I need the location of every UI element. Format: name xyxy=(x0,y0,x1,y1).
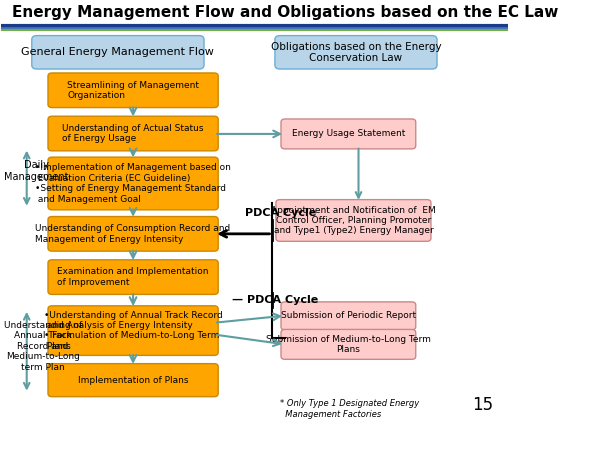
Text: Understanding of Consumption Record and
Management of Energy Intensity: Understanding of Consumption Record and … xyxy=(35,224,231,243)
Text: Obligations based on the Energy
Conservation Law: Obligations based on the Energy Conserva… xyxy=(271,41,441,63)
Text: Submission of Periodic Report: Submission of Periodic Report xyxy=(281,311,416,320)
FancyBboxPatch shape xyxy=(48,364,218,397)
Text: PDCA Cycle: PDCA Cycle xyxy=(245,207,316,218)
FancyBboxPatch shape xyxy=(281,329,416,359)
FancyBboxPatch shape xyxy=(32,36,204,69)
Text: Daily
Management: Daily Management xyxy=(4,161,68,182)
FancyBboxPatch shape xyxy=(48,157,218,210)
Text: Implementation of Plans: Implementation of Plans xyxy=(78,376,188,385)
Text: Streamlining of Management
Organization: Streamlining of Management Organization xyxy=(67,81,199,100)
FancyBboxPatch shape xyxy=(48,260,218,294)
Text: Understanding of
Annual Track
Record and
Medium-to-Long
term Plan: Understanding of Annual Track Record and… xyxy=(4,321,82,372)
FancyBboxPatch shape xyxy=(48,306,218,356)
FancyBboxPatch shape xyxy=(48,216,218,251)
FancyBboxPatch shape xyxy=(275,36,437,69)
Text: Appointment and Notification of  EM
Control Officer, Planning Promoter
and Type1: Appointment and Notification of EM Contr… xyxy=(271,206,436,235)
FancyBboxPatch shape xyxy=(281,119,416,149)
Text: Understanding of Actual Status
of Energy Usage: Understanding of Actual Status of Energy… xyxy=(62,124,204,143)
FancyBboxPatch shape xyxy=(48,116,218,151)
Text: Energy Management Flow and Obligations based on the EC Law: Energy Management Flow and Obligations b… xyxy=(11,5,558,20)
Text: •Implementation of Management based on
 Evaluation Criteria (EC Guideline)
•Sett: •Implementation of Management based on E… xyxy=(35,163,231,203)
Text: Examination and Implementation
of Improvement: Examination and Implementation of Improv… xyxy=(58,267,209,287)
Text: 15: 15 xyxy=(472,396,494,414)
Text: Submission of Medium-to-Long Term
Plans: Submission of Medium-to-Long Term Plans xyxy=(266,335,431,354)
Text: — PDCA Cycle: — PDCA Cycle xyxy=(232,295,318,305)
FancyBboxPatch shape xyxy=(281,302,416,330)
Text: •Understanding of Annual Track Record
 and Analysis of Energy Intensity
• Formul: •Understanding of Annual Track Record an… xyxy=(44,310,223,351)
Text: General Energy Management Flow: General Energy Management Flow xyxy=(22,47,214,57)
FancyBboxPatch shape xyxy=(48,73,218,108)
FancyBboxPatch shape xyxy=(276,200,431,241)
Text: Energy Usage Statement: Energy Usage Statement xyxy=(292,130,405,139)
Text: * Only Type 1 Designated Energy
  Management Factories: * Only Type 1 Designated Energy Manageme… xyxy=(280,400,419,419)
